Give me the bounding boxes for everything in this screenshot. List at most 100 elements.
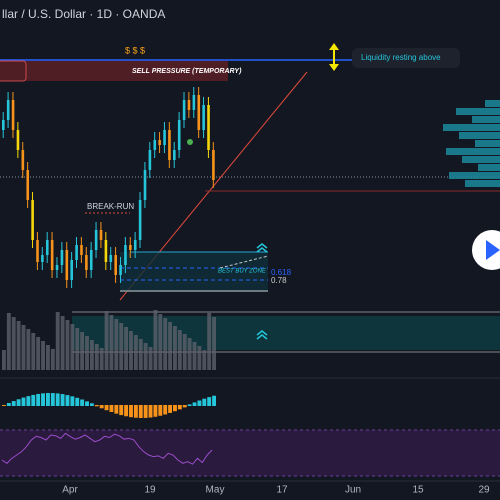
yellow-arrow <box>329 43 339 71</box>
candle <box>99 230 103 240</box>
volume-bar <box>2 350 6 370</box>
liquidity-label-box <box>352 48 460 68</box>
volume-bar <box>177 330 182 370</box>
macd-bar <box>31 394 36 406</box>
macd-bar <box>153 405 158 417</box>
macd-bar <box>133 405 138 418</box>
volume-bar <box>89 340 94 370</box>
volume-bar <box>41 341 45 370</box>
time-label: Jun <box>345 485 361 496</box>
volume-bar <box>192 342 197 370</box>
volume-bar <box>124 327 129 370</box>
candle <box>197 95 201 130</box>
candle <box>60 250 64 265</box>
volume-bar <box>6 313 11 370</box>
candle <box>16 130 20 150</box>
macd-bar <box>11 401 16 406</box>
rsi-band <box>0 430 500 476</box>
projection <box>219 255 269 269</box>
volume-bar <box>75 328 80 370</box>
liquidity-label: Liquidity resting above <box>361 53 441 62</box>
volume-profile <box>465 180 500 187</box>
volume-bar <box>138 339 143 370</box>
volume-bar <box>94 344 99 370</box>
up-chevrons <box>256 243 268 340</box>
sell-pressure-zone <box>0 61 228 81</box>
volume-profile <box>446 148 500 155</box>
volume-bar <box>26 329 31 370</box>
candle <box>138 200 142 240</box>
macd-bar <box>192 402 197 406</box>
macd-bar <box>114 405 119 414</box>
volume-profile <box>449 172 500 179</box>
macd-bar <box>85 401 89 406</box>
candle <box>133 240 137 250</box>
candle <box>192 95 196 110</box>
candle <box>45 240 49 255</box>
macd-bar <box>36 393 41 406</box>
best-buy-label: BEST BUY ZONE <box>218 269 267 275</box>
volume-bar <box>109 315 114 370</box>
candle <box>119 265 122 275</box>
candle <box>153 140 157 150</box>
fib-618: 0.618 <box>271 268 292 277</box>
volume-bar <box>104 311 109 370</box>
candle <box>2 120 5 130</box>
macd-bar <box>109 405 114 413</box>
volume-bar <box>114 319 119 370</box>
candle <box>202 105 205 130</box>
time-label: 17 <box>276 485 288 496</box>
macd-bar <box>138 405 143 418</box>
volume-bar <box>119 323 124 370</box>
time-axis: Apr 19 May 17 Jun 15 29 <box>62 485 490 496</box>
macd-bar <box>207 397 212 406</box>
candle <box>109 255 113 262</box>
volume-bar <box>153 310 158 370</box>
sell-box <box>0 60 27 82</box>
macd-bar <box>104 405 109 411</box>
volume-bar <box>85 336 89 370</box>
macd-bar <box>187 404 192 406</box>
candle <box>21 150 25 170</box>
candle <box>207 105 210 150</box>
volume-bar <box>182 334 187 370</box>
volume-bar <box>60 316 65 370</box>
macd-bar <box>182 405 187 408</box>
play-icon <box>486 240 500 260</box>
macd-bar <box>173 405 177 412</box>
candle <box>80 245 83 255</box>
volume-profile <box>472 116 500 123</box>
macd-bar <box>45 393 50 406</box>
volume-profile <box>478 164 500 171</box>
volume-profile <box>475 140 500 147</box>
macd-bar <box>129 405 133 418</box>
volume-profile <box>485 100 500 107</box>
volume-bar <box>80 332 85 370</box>
macd-bar <box>75 397 80 406</box>
candle <box>182 100 186 120</box>
volume-bar <box>55 312 60 370</box>
macd-bar <box>50 393 55 406</box>
volume-bar <box>173 326 177 370</box>
volume-bar <box>163 318 168 370</box>
macd-bar <box>99 405 104 409</box>
macd-bar <box>168 405 173 413</box>
candle <box>114 255 117 275</box>
macd-bar <box>70 396 75 406</box>
sell-pressure-label: SELL PRESSURE (TEMPORARY) <box>132 68 242 75</box>
candle <box>36 240 39 262</box>
candle <box>41 255 44 262</box>
volume-profile <box>443 124 500 131</box>
macd-bar <box>197 400 202 406</box>
volume-bar <box>36 337 41 370</box>
fib-78: 0.78 <box>271 276 287 285</box>
macd-bar <box>202 398 207 406</box>
candle <box>89 250 93 270</box>
volume-bar <box>99 348 104 370</box>
signal-dot <box>187 139 193 145</box>
macd-bar <box>80 399 85 406</box>
volume-bar <box>143 343 148 370</box>
volume-bar <box>207 313 212 370</box>
volume-bar <box>197 346 202 370</box>
